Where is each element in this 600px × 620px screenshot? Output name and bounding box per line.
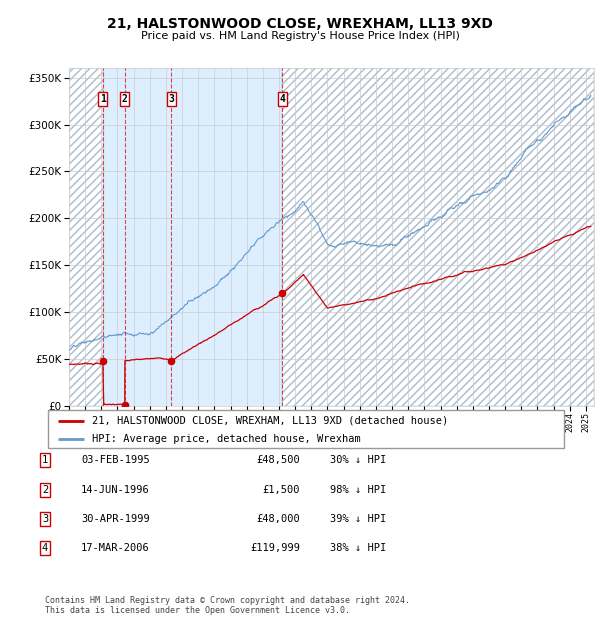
Text: 2: 2 <box>122 94 128 104</box>
Text: 14-JUN-1996: 14-JUN-1996 <box>81 485 150 495</box>
Text: 98% ↓ HPI: 98% ↓ HPI <box>330 485 386 495</box>
Text: 2: 2 <box>42 485 48 495</box>
Text: 4: 4 <box>42 543 48 553</box>
Text: £1,500: £1,500 <box>263 485 300 495</box>
Text: £48,000: £48,000 <box>256 514 300 524</box>
Text: £119,999: £119,999 <box>250 543 300 553</box>
Text: 30% ↓ HPI: 30% ↓ HPI <box>330 455 386 465</box>
Text: 21, HALSTONWOOD CLOSE, WREXHAM, LL13 9XD: 21, HALSTONWOOD CLOSE, WREXHAM, LL13 9XD <box>107 17 493 30</box>
Text: 39% ↓ HPI: 39% ↓ HPI <box>330 514 386 524</box>
Text: Contains HM Land Registry data © Crown copyright and database right 2024.
This d: Contains HM Land Registry data © Crown c… <box>45 596 410 615</box>
Text: 17-MAR-2006: 17-MAR-2006 <box>81 543 150 553</box>
Text: Price paid vs. HM Land Registry's House Price Index (HPI): Price paid vs. HM Land Registry's House … <box>140 31 460 41</box>
Text: 1: 1 <box>42 455 48 465</box>
Text: 4: 4 <box>280 94 286 104</box>
Text: 38% ↓ HPI: 38% ↓ HPI <box>330 543 386 553</box>
Bar <box>69 68 103 406</box>
Text: £48,500: £48,500 <box>256 455 300 465</box>
Text: 1: 1 <box>100 94 106 104</box>
Text: 3: 3 <box>169 94 174 104</box>
Bar <box>103 68 283 406</box>
Text: HPI: Average price, detached house, Wrexham: HPI: Average price, detached house, Wrex… <box>92 435 361 445</box>
FancyBboxPatch shape <box>48 410 564 448</box>
Text: 21, HALSTONWOOD CLOSE, WREXHAM, LL13 9XD (detached house): 21, HALSTONWOOD CLOSE, WREXHAM, LL13 9XD… <box>92 416 448 426</box>
Text: 30-APR-1999: 30-APR-1999 <box>81 514 150 524</box>
Text: 03-FEB-1995: 03-FEB-1995 <box>81 455 150 465</box>
Text: 3: 3 <box>42 514 48 524</box>
Bar <box>283 68 594 406</box>
